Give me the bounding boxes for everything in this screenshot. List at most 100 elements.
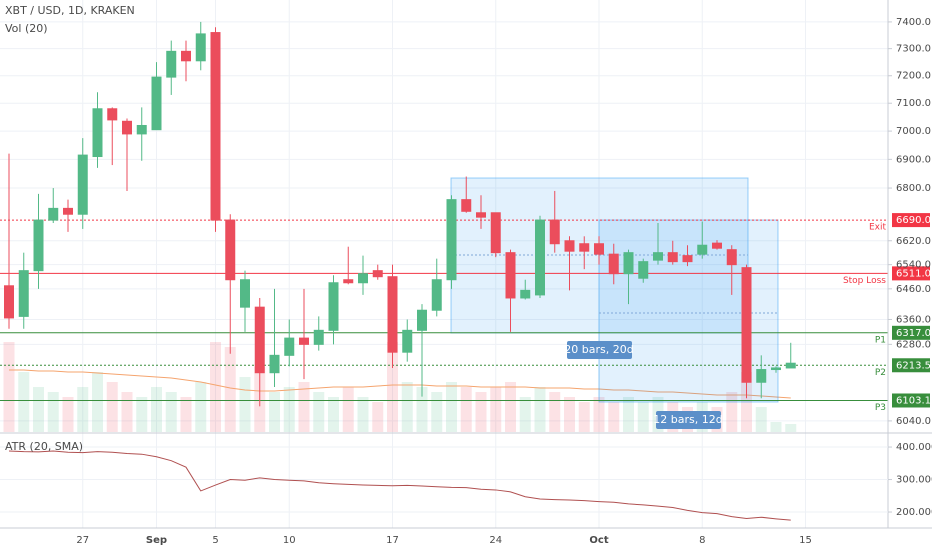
candle-body (372, 270, 383, 278)
candle-body (313, 329, 324, 345)
level-label-box (892, 213, 930, 228)
volume-bar (210, 342, 221, 432)
levels-layer: Exit 6690.0 Stop Loss 6511.0 P1 6317.0 P2 6213.… (0, 213, 931, 413)
y-tick-label: 7400.0 (896, 17, 931, 28)
candle-body (181, 50, 191, 62)
volume-bar (239, 377, 251, 432)
candle-body (4, 285, 14, 319)
y-tick-label: 300.0000 (896, 475, 932, 486)
y-tick-label: 6360.0 (896, 314, 931, 325)
candle-body (343, 279, 354, 284)
candle-body (151, 76, 162, 131)
y-tick-label: 7200.0 (896, 71, 931, 82)
candle-body (756, 369, 767, 383)
volume-bar (269, 392, 280, 432)
level-label: 6690.0 (896, 215, 931, 226)
candle-body (195, 33, 206, 62)
y-tick-label: 400.0000 (896, 442, 932, 453)
x-tick-label: 5 (212, 535, 218, 546)
y-tick-label: 6540.0 (896, 260, 931, 271)
volume-bar (726, 392, 738, 432)
candle-body (741, 267, 752, 383)
volume-bar (121, 392, 133, 432)
candle-body (726, 249, 737, 266)
level-label: 6103.1 (896, 395, 931, 406)
annotation: 20 bars, 20d (564, 343, 633, 356)
y-tick-label: 7100.0 (896, 98, 931, 109)
level-name: Stop Loss (843, 276, 886, 286)
candle-body (490, 212, 501, 254)
candle-body (358, 273, 368, 284)
candle-body (166, 50, 177, 78)
volume-bar (475, 392, 487, 432)
level-label: 6213.5 (896, 360, 931, 371)
volume-bar (195, 382, 207, 432)
candle-body (623, 252, 634, 275)
volume-bar (549, 392, 561, 432)
y-tick-label: 6900.0 (896, 154, 931, 165)
candle-body (579, 243, 590, 252)
candles-layer (4, 21, 796, 407)
volume-bar (92, 372, 103, 432)
candle-body (107, 108, 118, 121)
volume-bar (593, 397, 605, 432)
candle-body (682, 255, 693, 263)
volume-bar (608, 402, 620, 432)
candle-body (328, 282, 339, 331)
level-name: P3 (875, 403, 886, 413)
level-label: 6317.0 (896, 328, 931, 339)
volume-bar (785, 424, 797, 432)
candle-body (712, 242, 722, 249)
volume-bar (534, 387, 546, 432)
volume-bar (313, 392, 325, 432)
x-tick-label: 10 (283, 535, 296, 546)
volume-bar (490, 387, 502, 432)
volume-bar (741, 372, 752, 432)
candle-body (564, 240, 575, 252)
volume-bar (505, 382, 516, 432)
level-label-box (892, 393, 930, 408)
candle-body (697, 244, 708, 255)
atr-line (8, 450, 791, 521)
volume-bar (372, 402, 384, 432)
candle-body (653, 252, 663, 261)
annotation: 12 bars, 12d (653, 413, 722, 426)
axes-layer: 7400.0 7300.0 7200.0 7100.0 7000.0 6900.0 6800… (76, 17, 931, 546)
volume-bar (298, 382, 310, 432)
x-tick-label: Oct (589, 535, 608, 546)
candle-body (77, 154, 88, 215)
candle-body (431, 279, 442, 311)
volume-bar (62, 397, 74, 432)
candle-body (240, 279, 250, 308)
x-tick-label: 8 (699, 535, 705, 546)
y-tick-label: 7000.0 (896, 126, 931, 137)
volume-bar (416, 387, 428, 432)
volume-bar (519, 397, 531, 432)
volume-bar (755, 407, 767, 432)
candle-body (48, 207, 59, 221)
volume-bar (283, 387, 295, 432)
y-tick-label: 200.0000 (896, 507, 932, 518)
volume-bar (460, 387, 472, 432)
candle-body (476, 212, 486, 218)
volume-bar (136, 397, 148, 432)
candle-body (92, 108, 103, 158)
level-name: Exit (869, 223, 887, 233)
candle-body (771, 367, 781, 371)
candle-body (63, 207, 73, 215)
candle-body (594, 243, 604, 255)
volume-legend: Vol (20) (5, 22, 48, 35)
candle-body (299, 337, 309, 345)
candle-body (505, 252, 516, 299)
candle-body (284, 337, 295, 356)
level-label-box (892, 266, 930, 281)
volume-bar (623, 397, 634, 432)
candle-body (461, 199, 472, 212)
x-tick-label: 15 (799, 535, 812, 546)
level-name: P2 (875, 368, 886, 378)
x-tick-label: 27 (76, 535, 89, 546)
x-tick-label: 17 (386, 535, 399, 546)
level-label: 6511.0 (896, 268, 931, 279)
y-tick-label: 6040.0 (896, 416, 931, 427)
y-tick-label: 6800.0 (896, 183, 931, 194)
